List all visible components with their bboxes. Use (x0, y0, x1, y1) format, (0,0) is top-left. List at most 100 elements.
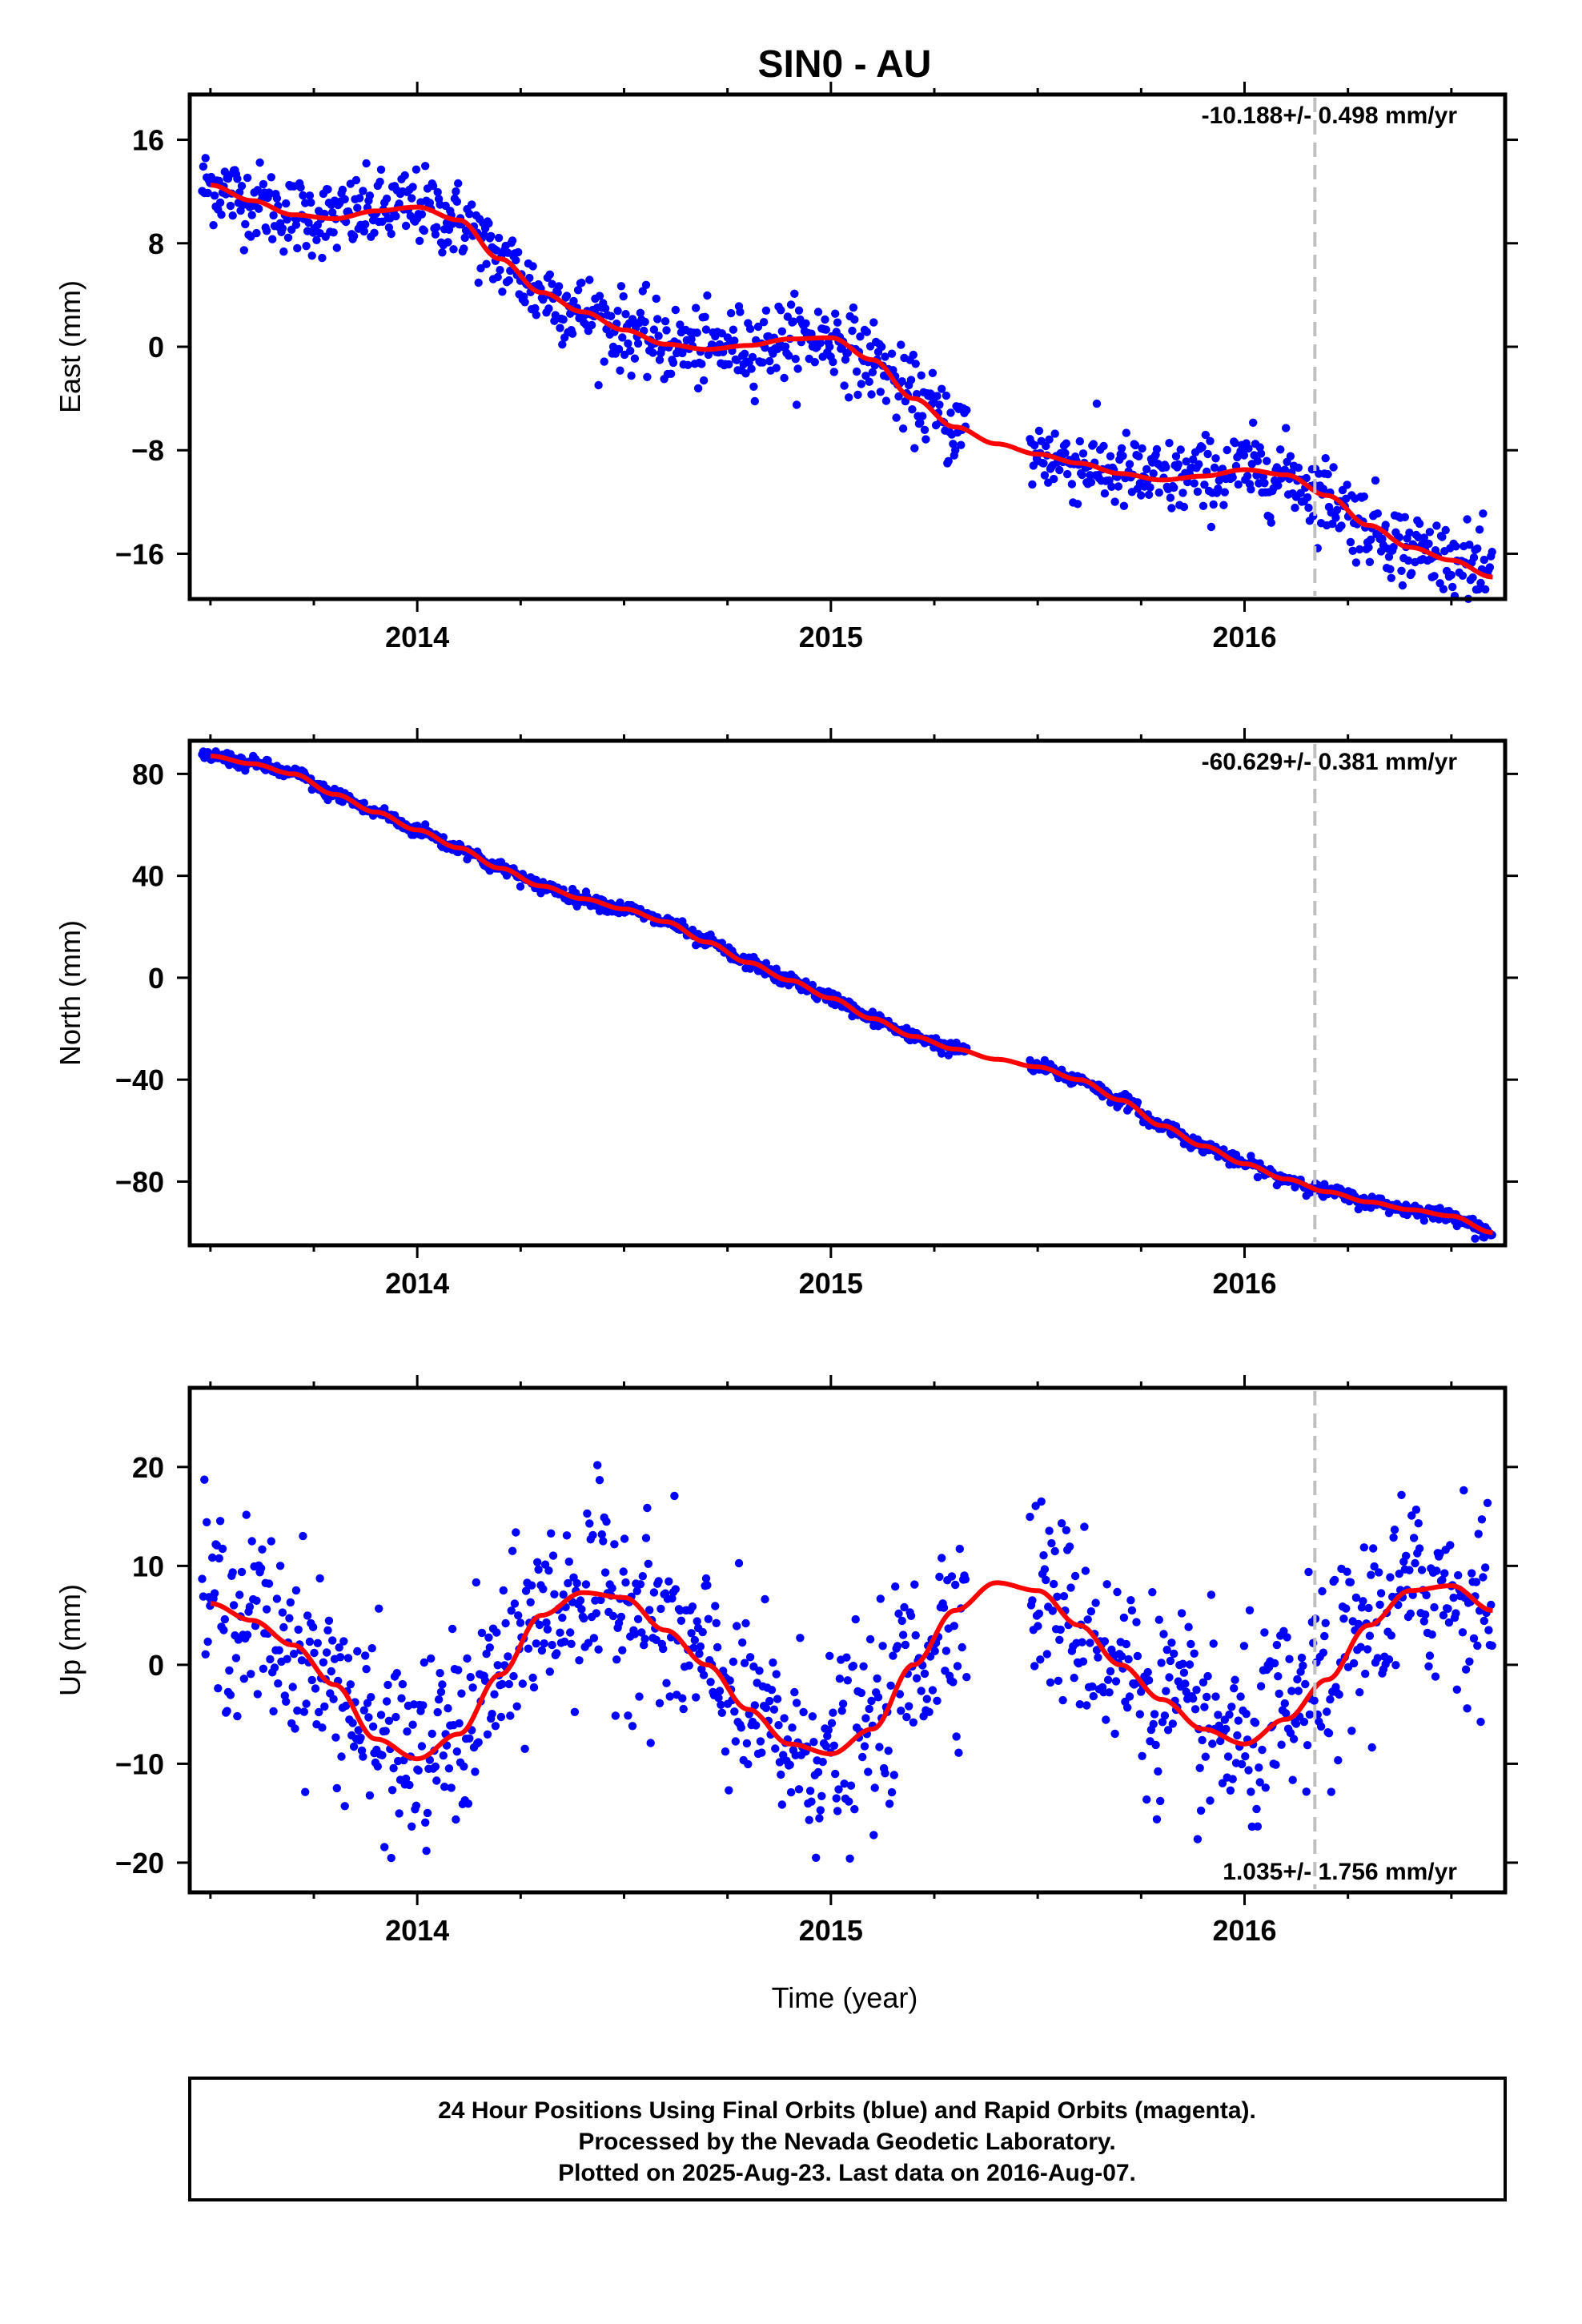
data-point (640, 1641, 648, 1650)
data-point (200, 1475, 209, 1484)
data-point (282, 1697, 291, 1706)
footer-line-1: 24 Hour Positions Using Final Orbits (bl… (438, 2097, 1256, 2124)
data-point (1082, 1701, 1091, 1710)
data-point (362, 1665, 371, 1674)
data-point (219, 1626, 228, 1634)
data-point (1415, 1544, 1424, 1553)
data-point (531, 304, 540, 313)
data-point (1391, 1661, 1400, 1670)
data-point (412, 1801, 421, 1810)
data-point (935, 400, 944, 409)
data-point (1337, 521, 1346, 530)
data-point (1061, 448, 1070, 457)
y-tick-label: 8 (148, 227, 164, 260)
data-point (1080, 1522, 1089, 1531)
data-point (1152, 444, 1162, 454)
data-point (274, 1679, 283, 1688)
data-point (210, 191, 219, 200)
data-point (955, 1544, 965, 1554)
data-point (1488, 1641, 1496, 1651)
data-point (1203, 1692, 1211, 1702)
data-point (1162, 1687, 1170, 1695)
data-point (1207, 1590, 1216, 1599)
data-point (619, 1567, 628, 1576)
data-point (939, 1603, 949, 1612)
data-point (1419, 1617, 1429, 1626)
data-point (382, 1697, 391, 1706)
data-point (1301, 1679, 1310, 1689)
data-point (1154, 1615, 1164, 1624)
data-point (562, 292, 572, 300)
data-point (621, 310, 630, 319)
data-point (895, 1690, 905, 1699)
data-point (902, 1712, 911, 1722)
data-point (1443, 1604, 1452, 1614)
data-point (226, 201, 235, 211)
data-point (701, 325, 711, 334)
data-point (384, 223, 394, 232)
data-point (624, 1711, 632, 1720)
data-point (1105, 1688, 1114, 1697)
data-point (337, 1752, 346, 1761)
data-point (548, 1640, 556, 1650)
data-point (474, 1738, 483, 1747)
data-point (203, 188, 212, 198)
data-point (765, 1696, 774, 1706)
data-point (1216, 1736, 1225, 1746)
data-point (1256, 1682, 1266, 1691)
data-point (422, 1847, 431, 1856)
data-point (1446, 1541, 1455, 1550)
data-point (1473, 544, 1482, 553)
data-point (685, 1661, 693, 1670)
data-point (328, 208, 337, 217)
data-point (558, 340, 567, 349)
data-point (1375, 1600, 1384, 1610)
data-point (243, 173, 252, 183)
data-point (508, 1546, 517, 1555)
data-point (652, 294, 661, 304)
data-point (491, 1722, 500, 1731)
data-point (1367, 535, 1375, 544)
data-point (661, 317, 670, 326)
data-point (612, 1655, 621, 1664)
data-point (1166, 493, 1175, 502)
data-point (1100, 1637, 1110, 1646)
data-point (616, 1612, 626, 1622)
data-point (1244, 1766, 1253, 1775)
data-point (698, 1627, 707, 1637)
data-point (229, 1601, 239, 1610)
data-point (659, 1644, 668, 1654)
data-point (881, 352, 889, 361)
data-point (474, 278, 483, 287)
data-point (415, 236, 424, 245)
data-point (783, 312, 792, 321)
y-tick-label: −8 (131, 434, 164, 467)
data-point (1050, 474, 1058, 484)
data-point (1170, 1649, 1178, 1659)
data-point (1293, 1675, 1302, 1684)
data-point (1287, 1687, 1296, 1695)
data-point (1070, 1571, 1080, 1581)
data-point (729, 325, 738, 334)
data-point (256, 1564, 266, 1573)
data-point (1158, 1718, 1167, 1727)
data-point (790, 1687, 799, 1697)
data-point (687, 1629, 696, 1638)
data-point (214, 1684, 223, 1693)
data-point (1195, 1763, 1204, 1772)
data-point (793, 364, 802, 373)
data-point (891, 1582, 900, 1591)
data-point (245, 1602, 255, 1611)
data-point (1220, 488, 1230, 497)
data-point (693, 384, 703, 393)
up-fit-line (210, 1580, 1493, 1762)
data-point (376, 165, 386, 174)
data-point (958, 1642, 966, 1652)
data-point (587, 320, 596, 330)
data-point (1425, 528, 1435, 537)
data-point (1364, 543, 1373, 552)
data-point (887, 349, 897, 358)
data-point (387, 1786, 397, 1795)
data-point (283, 1655, 291, 1663)
